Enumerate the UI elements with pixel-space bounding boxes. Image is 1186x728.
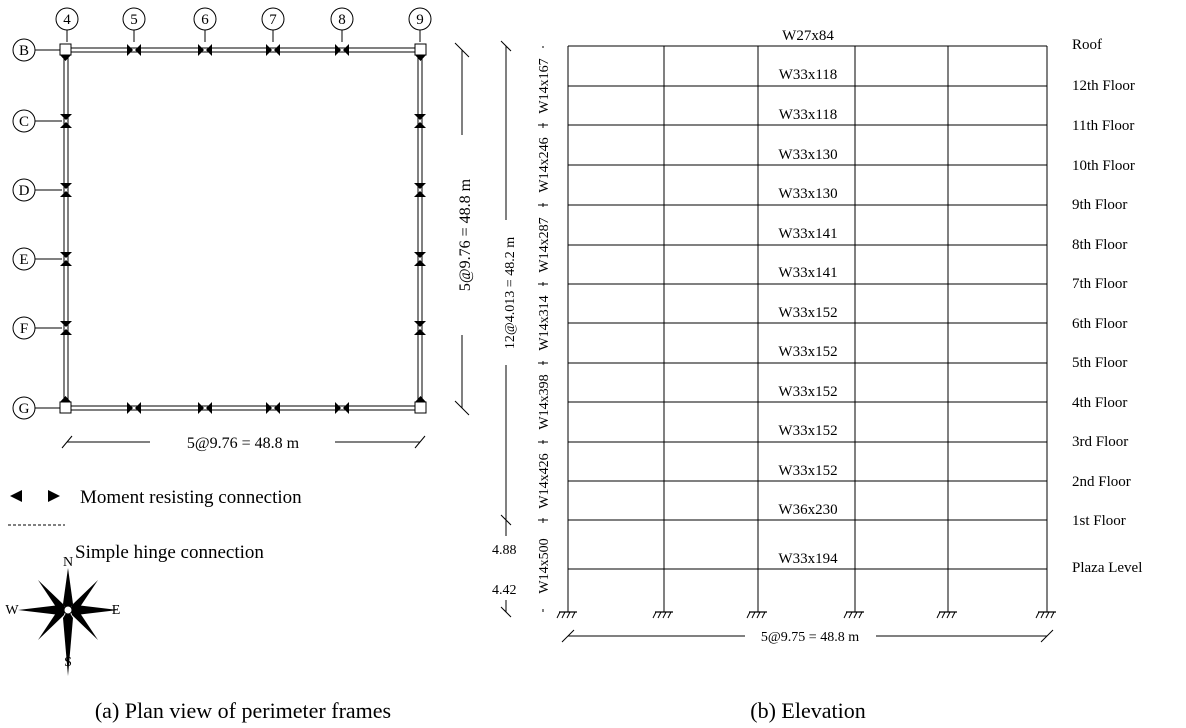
svg-text:7: 7	[269, 12, 277, 28]
floor-labels: Roof 12th Floor 11th Floor 10th Floor 9t…	[1072, 37, 1142, 576]
plan-dimension-vertical-label: 5@9.76 = 48.8 m	[457, 178, 474, 291]
plan-dimension-vertical	[454, 42, 470, 416]
grid-bubble-G: G	[12, 396, 60, 420]
floor-label: 4th Floor	[1072, 395, 1127, 411]
grid-bubble-C: C	[12, 109, 62, 133]
beam-label: W33x152	[778, 384, 837, 400]
floor-label: 5th Floor	[1072, 355, 1127, 371]
svg-text:6: 6	[201, 12, 209, 28]
svg-text:5: 5	[130, 12, 138, 28]
svg-text:C: C	[19, 114, 29, 130]
beam-label: W36x230	[778, 502, 837, 518]
beam-label: W33x152	[778, 305, 837, 321]
floor-label: 6th Floor	[1072, 316, 1127, 332]
column-label: W14x314	[537, 295, 552, 350]
beam-label: W33x130	[778, 147, 837, 163]
caption-plan: (a) Plan view of perimeter frames	[95, 698, 391, 723]
beam-label: W33x141	[778, 226, 837, 242]
floor-label: 8th Floor	[1072, 237, 1127, 253]
elevation-view: W27x84 W33x118 W33x118 W33x130 W33x130 W…	[492, 28, 1142, 723]
svg-text:Moment resisting connection: Moment resisting connection	[80, 487, 302, 508]
floor-label: 12th Floor	[1072, 78, 1135, 94]
floor-label: 1st Floor	[1072, 513, 1126, 529]
beam-label: W33x152	[778, 344, 837, 360]
column-label: W14x287	[537, 217, 552, 272]
grid-bubble-9: 9	[408, 7, 432, 42]
beam-label: W33x130	[778, 186, 837, 202]
beam-label: W33x152	[778, 463, 837, 479]
grid-bubble-D: D	[12, 178, 62, 202]
svg-text:G: G	[19, 401, 30, 417]
basement-height-label: 4.42	[492, 583, 517, 598]
svg-text:N: N	[63, 555, 73, 570]
svg-text:W: W	[5, 603, 19, 618]
column-label: W14x500	[537, 538, 552, 593]
grid-bubble-8: 8	[330, 7, 354, 42]
corner-columns	[59, 43, 427, 414]
compass-rose-icon: N S W E	[5, 555, 120, 676]
beam-label: W27x84	[782, 28, 834, 44]
floor-label: 2nd Floor	[1072, 474, 1131, 490]
floor-label: 9th Floor	[1072, 197, 1127, 213]
column-label: W14x246	[537, 137, 552, 192]
svg-text:E: E	[19, 252, 28, 268]
floor-label: 10th Floor	[1072, 158, 1135, 174]
svg-text:4: 4	[63, 12, 71, 28]
grid-bubble-F: F	[12, 316, 62, 340]
floor-label: Roof	[1072, 37, 1102, 53]
svg-text:B: B	[19, 43, 29, 59]
elevation-supports	[556, 611, 1057, 619]
floor-label: 7th Floor	[1072, 276, 1127, 292]
beam-labels: W27x84 W33x118 W33x118 W33x130 W33x130 W…	[778, 28, 838, 567]
width-dimension-label: 5@9.75 = 48.8 m	[761, 630, 859, 645]
plan-view: 4 5 6 7 8 9 B	[5, 7, 474, 723]
plaza-height-label: 4.88	[492, 543, 517, 558]
plan-dimension-horizontal-label: 5@9.76 = 48.8 m	[187, 435, 300, 452]
moment-connections	[60, 44, 426, 414]
plan-dimension-horizontal	[61, 435, 426, 449]
floor-label: 11th Floor	[1072, 118, 1134, 134]
svg-text:D: D	[19, 183, 30, 199]
caption-elevation: (b) Elevation	[750, 698, 865, 723]
legend-moment: Moment resisting connection	[10, 487, 302, 508]
legend-simple: Simple hinge connection	[8, 524, 264, 563]
floor-label: Plaza Level	[1072, 560, 1142, 576]
width-dimension	[561, 629, 1054, 643]
svg-text:8: 8	[338, 12, 346, 28]
floor-label: 3rd Floor	[1072, 434, 1128, 450]
beam-label: W33x141	[778, 265, 837, 281]
svg-text:Simple hinge connection: Simple hinge connection	[75, 542, 264, 563]
beam-label: W33x152	[778, 423, 837, 439]
beam-label: W33x118	[779, 107, 838, 123]
elevation-beams	[568, 45, 1047, 570]
grid-bubble-4: 4	[55, 7, 79, 42]
column-label: W14x426	[537, 453, 552, 508]
grid-bubble-B: B	[12, 38, 60, 62]
grid-bubble-7: 7	[261, 7, 285, 42]
svg-text:E: E	[112, 603, 121, 618]
height-dimension-label: 12@4.013 = 48.2 m	[503, 237, 518, 349]
grid-bubble-5: 5	[122, 7, 146, 42]
beam-label: W33x194	[778, 551, 838, 567]
grid-bubble-6: 6	[193, 7, 217, 42]
column-label: W14x167	[537, 58, 552, 113]
height-dimension	[500, 40, 512, 618]
column-labels: W14x167 W14x246 W14x287 W14x314 W14x398 …	[535, 46, 552, 612]
beam-label: W33x118	[779, 67, 838, 83]
svg-text:9: 9	[416, 12, 424, 28]
elevation-columns	[567, 46, 1048, 612]
svg-text:F: F	[20, 321, 28, 337]
grid-bubble-E: E	[12, 247, 62, 271]
svg-text:S: S	[64, 655, 72, 670]
column-label: W14x398	[537, 374, 552, 429]
perimeter-frame	[63, 47, 423, 411]
